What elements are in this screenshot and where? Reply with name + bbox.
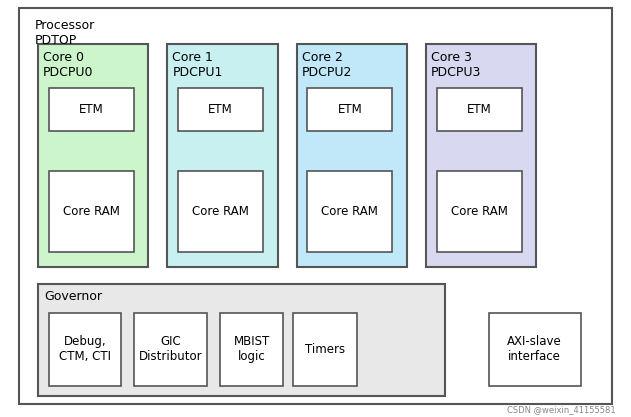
Bar <box>437 171 522 252</box>
Bar <box>437 88 522 131</box>
Bar <box>49 171 134 252</box>
Text: ETM: ETM <box>338 103 362 116</box>
Bar <box>307 171 392 252</box>
Bar <box>489 313 581 386</box>
Text: ETM: ETM <box>467 103 492 116</box>
Text: Timers: Timers <box>305 343 345 356</box>
Text: Core RAM: Core RAM <box>62 205 120 218</box>
Text: Core 1
PDCPU1: Core 1 PDCPU1 <box>172 51 223 79</box>
Bar <box>178 88 263 131</box>
Text: Debug,
CTM, CTI: Debug, CTM, CTI <box>59 335 111 363</box>
Text: Core RAM: Core RAM <box>192 205 249 218</box>
Text: CSDN @weixin_41155581: CSDN @weixin_41155581 <box>507 404 615 414</box>
Text: Governor: Governor <box>44 290 102 303</box>
Bar <box>426 44 536 267</box>
Text: Core RAM: Core RAM <box>321 205 379 218</box>
Text: GIC
Distributor: GIC Distributor <box>139 335 203 363</box>
Bar <box>307 88 392 131</box>
Bar <box>134 313 207 386</box>
Text: ETM: ETM <box>79 103 103 116</box>
Bar <box>178 171 263 252</box>
Bar <box>38 44 148 267</box>
Text: ETM: ETM <box>208 103 233 116</box>
Text: Core RAM: Core RAM <box>451 205 508 218</box>
Text: Core 2
PDCPU2: Core 2 PDCPU2 <box>302 51 352 79</box>
Bar <box>293 313 357 386</box>
Bar <box>38 284 445 396</box>
Bar <box>297 44 407 267</box>
Bar <box>220 313 283 386</box>
Bar <box>49 88 134 131</box>
Text: Core 0
PDCPU0: Core 0 PDCPU0 <box>43 51 93 79</box>
Text: Processor
PDTOP: Processor PDTOP <box>35 19 95 47</box>
Text: Core 3
PDCPU3: Core 3 PDCPU3 <box>431 51 481 79</box>
Bar <box>167 44 278 267</box>
Text: AXI-slave
interface: AXI-slave interface <box>507 335 562 363</box>
Bar <box>49 313 121 386</box>
Text: MBIST
logic: MBIST logic <box>233 335 270 363</box>
